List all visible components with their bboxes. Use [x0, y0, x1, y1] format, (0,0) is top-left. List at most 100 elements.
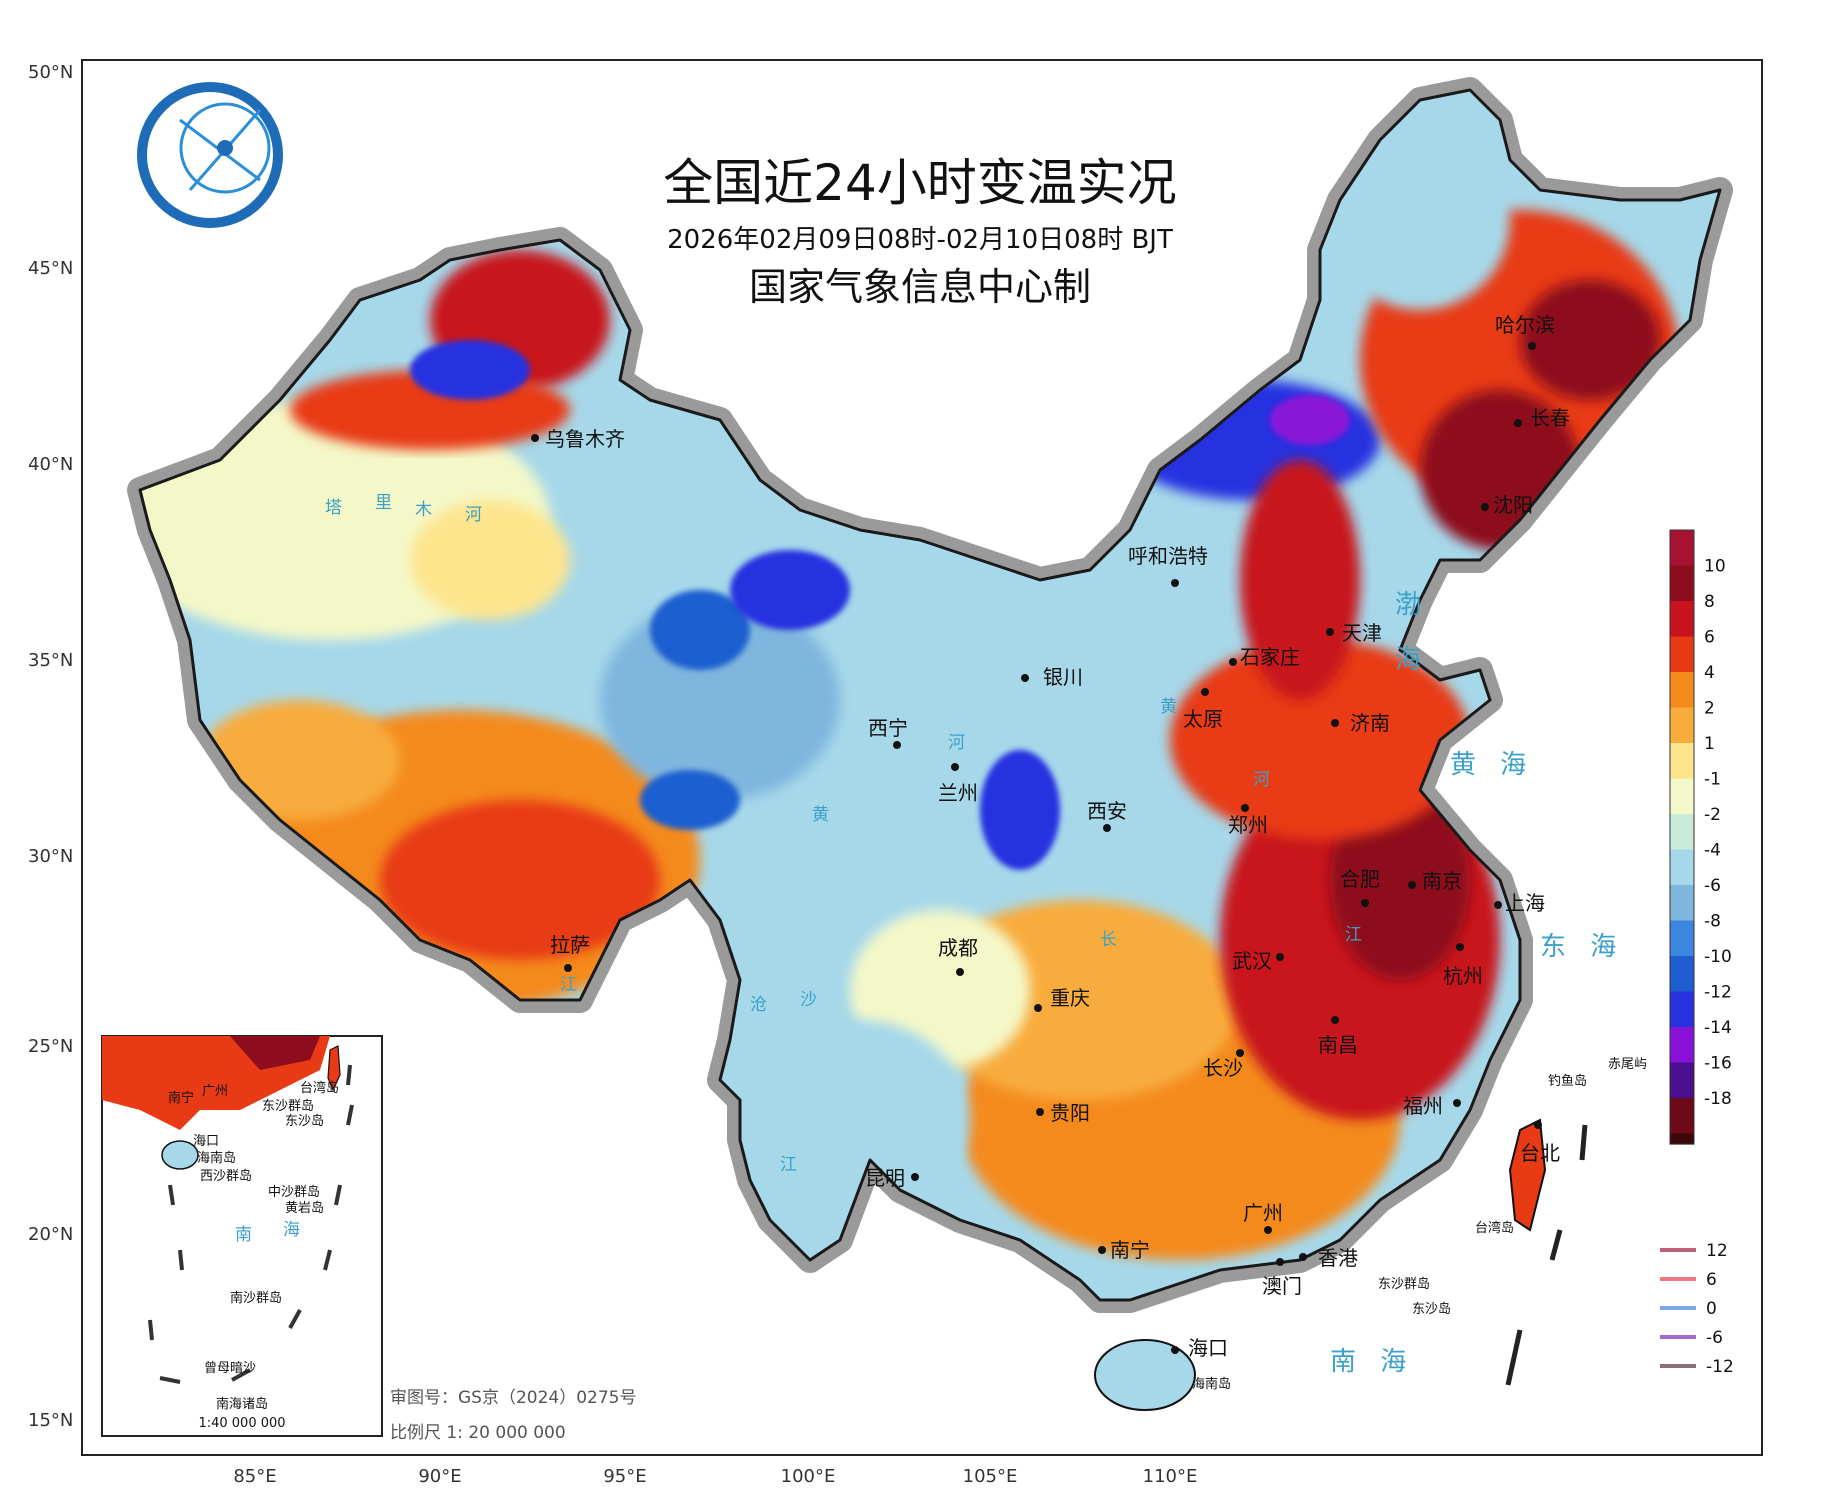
city-chongqing: 重庆: [1034, 986, 1090, 1012]
lon-label: 85°E: [233, 1466, 276, 1487]
city-fuzhou: 福州: [1403, 1094, 1461, 1118]
city-kunming: 昆明: [865, 1166, 919, 1190]
sea-donghai: 东 海: [1540, 932, 1624, 962]
svg-text:西宁: 西宁: [868, 716, 908, 740]
city-zhengzhou: 郑州: [1228, 804, 1268, 837]
longitude-labels: 85°E 90°E 95°E 100°E 105°E 110°E: [233, 1466, 1197, 1487]
city-taiyuan: 太原: [1183, 688, 1223, 731]
svg-text:哈尔滨: 哈尔滨: [1495, 313, 1555, 337]
colorbar-swatch: [1670, 1027, 1694, 1063]
colorbar-label: -8: [1704, 912, 1721, 932]
city-urumqi: 乌鲁木齐: [531, 427, 625, 451]
svg-text:西安: 西安: [1087, 799, 1127, 823]
colorbar-frame: [1669, 529, 1695, 1145]
svg-text:长春: 长春: [1530, 406, 1570, 430]
lat-label: 15°N: [28, 1410, 73, 1431]
color-legend: 10 8 6 4 2 1 -1 -2 -4 -6 -8 -10 -12 -14 -16 -18: [1669, 529, 1732, 1145]
svg-text:南: 南: [235, 1225, 252, 1245]
city-tianjin: 天津: [1326, 621, 1382, 645]
lat-label: 30°N: [28, 846, 73, 867]
city-guangzhou: 广州: [1243, 1201, 1283, 1234]
city-harbin: 哈尔滨: [1495, 313, 1555, 350]
svg-text:香港: 香港: [1318, 1246, 1358, 1270]
colorbar-swatch: [1670, 920, 1694, 956]
svg-text:福州: 福州: [1403, 1094, 1443, 1118]
sea-nanhai: 南 海: [1330, 1347, 1414, 1377]
sea-huanghai: 黄 海: [1450, 750, 1534, 780]
lat-label: 25°N: [28, 1036, 73, 1057]
svg-text:河: 河: [465, 505, 482, 525]
lat-label: 45°N: [28, 258, 73, 279]
city-changsha: 长沙: [1203, 1049, 1244, 1080]
contour-legend: 12 6 0 -6 -12: [1660, 1241, 1734, 1377]
colorbar-swatch: [1670, 707, 1694, 743]
svg-text:南沙群岛: 南沙群岛: [230, 1290, 282, 1306]
lat-label: 35°N: [28, 650, 73, 671]
svg-text:沙: 沙: [800, 990, 817, 1010]
svg-text:贵阳: 贵阳: [1050, 1101, 1090, 1125]
svg-text:沈阳: 沈阳: [1493, 493, 1533, 517]
svg-text:海: 海: [283, 1220, 300, 1240]
svg-text:郑州: 郑州: [1228, 813, 1268, 837]
island-diaoyu: 钓鱼岛: [1548, 1073, 1587, 1089]
island-dongsha: 东沙群岛: [1378, 1276, 1430, 1292]
sea-bohai: 渤: [1395, 590, 1429, 620]
city-wuhan: 武汉: [1232, 949, 1284, 973]
svg-text:长沙: 长沙: [1203, 1056, 1243, 1080]
colorbar-label: 10: [1704, 557, 1726, 577]
colorbar-swatch: [1670, 814, 1694, 850]
inset-title: 南海诸岛: [216, 1396, 268, 1412]
hainan-island: [1094, 1339, 1196, 1411]
latitude-labels: 50°N 45°N 40°N 35°N 30°N 25°N 20°N 15°N: [28, 62, 73, 1431]
boundary-dashes: [1505, 1124, 1588, 1386]
map-title: 全国近24小时变温实况: [663, 154, 1177, 212]
svg-text:济南: 济南: [1350, 711, 1390, 735]
svg-text:南宁: 南宁: [168, 1090, 194, 1106]
sea-bohai-2: 海: [1395, 645, 1429, 675]
taiwan-island: [1508, 1118, 1547, 1232]
svg-text:木: 木: [415, 500, 432, 520]
island-chiwei: 赤尾屿: [1608, 1057, 1647, 1072]
svg-text:合肥: 合肥: [1340, 867, 1380, 891]
svg-text:中沙群岛: 中沙群岛: [268, 1184, 320, 1200]
cma-logo-icon: [137, 82, 283, 228]
city-shanghai: 上海: [1494, 891, 1545, 915]
svg-text:江: 江: [1345, 925, 1362, 945]
svg-text:河: 河: [1253, 770, 1270, 790]
city-taipei: 台北: [1520, 1121, 1560, 1165]
contour-label: 0: [1706, 1299, 1717, 1319]
map-time-range: 2026年02月09日08时-02月10日08时 BJT: [667, 225, 1173, 255]
svg-text:里: 里: [375, 493, 392, 513]
colorbar-label: -16: [1704, 1054, 1732, 1074]
colorbar-label: -18: [1704, 1089, 1732, 1109]
city-guiyang: 贵阳: [1036, 1101, 1090, 1125]
lat-label: 20°N: [28, 1224, 73, 1245]
lon-label: 110°E: [1143, 1466, 1198, 1487]
svg-text:台北: 台北: [1520, 1141, 1560, 1165]
lat-label: 50°N: [28, 62, 73, 83]
svg-text:海口: 海口: [193, 1134, 219, 1149]
city-nanjing: 南京: [1408, 869, 1462, 893]
svg-text:银川: 银川: [1043, 665, 1083, 689]
city-hefei: 合肥: [1340, 867, 1380, 907]
river-labels: 塔 里 木 河 黄 河 黄 河 长 江 江 沧 沙 江: [325, 493, 1362, 1175]
map-scale: 比例尺 1: 20 000 000: [390, 1423, 566, 1443]
city-xining: 西宁: [868, 716, 908, 749]
contour-label: -6: [1706, 1328, 1723, 1348]
colorbar-swatch: [1670, 743, 1694, 779]
colorbar-swatch: [1670, 530, 1694, 566]
svg-text:南昌: 南昌: [1318, 1033, 1358, 1057]
colorbar-swatch: [1670, 1133, 1694, 1145]
city-xian: 西安: [1087, 799, 1127, 832]
svg-text:黄: 黄: [1160, 697, 1177, 717]
colorbar-swatch: [1670, 778, 1694, 814]
lat-label: 40°N: [28, 454, 73, 475]
svg-text:广州: 广州: [1243, 1201, 1283, 1225]
svg-text:长: 长: [1100, 930, 1117, 950]
colorbar-label: 2: [1704, 699, 1715, 719]
city-nanning: 南宁: [1098, 1238, 1150, 1262]
lon-label: 100°E: [781, 1466, 836, 1487]
svg-text:石家庄: 石家庄: [1240, 645, 1300, 669]
svg-text:上海: 上海: [1505, 891, 1545, 915]
colorbar-swatch: [1670, 956, 1694, 992]
